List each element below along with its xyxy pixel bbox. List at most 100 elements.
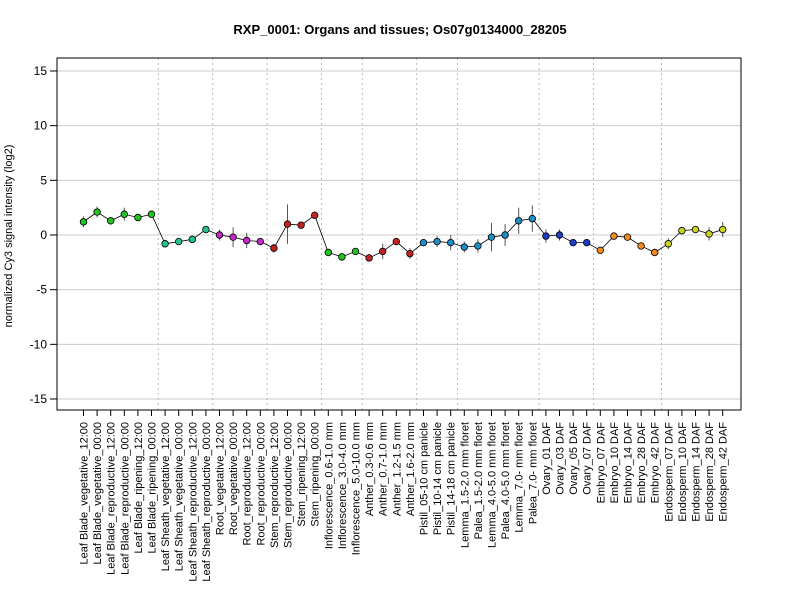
data-point: [637, 242, 645, 250]
x-tick-label: Root_vegetative_00:00: [228, 422, 240, 535]
x-tick-label: Ovary_01 DAF: [541, 422, 553, 495]
x-tick-label: Pistil_14-18 cm panicle: [446, 422, 458, 535]
x-axis: Leaf Blade_vegetative_12:00 Leaf Blade_ve…: [79, 410, 730, 582]
data-point: [351, 247, 360, 256]
x-tick-label: Leaf Blade_ripening_12:00: [133, 422, 145, 554]
x-tick-label: Leaf Sheath_vegetative_12:00: [160, 422, 172, 571]
data-point: [406, 249, 414, 258]
x-tick-label: Leaf Sheath_reproductive_00:00: [201, 422, 213, 582]
data-point: [202, 225, 210, 234]
x-tick-label: Embryo_14 DAF: [623, 422, 635, 504]
data-point: [623, 233, 632, 241]
y-tick-label: -5: [36, 283, 47, 297]
x-tick-label: Anther_1.6-2.0 mm: [405, 422, 417, 516]
x-tick-label: Root_reproductive_12:00: [242, 422, 254, 546]
x-tick-label: Lemma_7.0- mm floret: [514, 422, 526, 533]
x-tick-label: Anther_1.2-1.5 mm: [391, 422, 403, 516]
x-tick-label: Pistil_05-10 cm panicle: [419, 422, 431, 535]
x-tick-label: Ovary_07 DAF: [582, 422, 594, 495]
x-tick-label: Pistil_10-14 cm panicle: [432, 422, 444, 535]
x-tick-label: Endosperm_42 DAF: [718, 422, 730, 522]
x-tick-label: Leaf Sheath_vegetative_00:00: [174, 422, 186, 571]
data-point: [379, 247, 387, 256]
y-tick-label: -10: [30, 337, 48, 351]
data-point: [542, 232, 550, 240]
data-point: [242, 236, 251, 245]
x-tick-label: Inflorescence_3.0-4.0 mm: [337, 422, 349, 549]
data-point: [678, 226, 686, 235]
data-point: [664, 240, 672, 248]
data-point: [93, 208, 101, 216]
x-tick-label: Stem_reproductive_12:00: [269, 422, 281, 548]
data-point: [719, 225, 727, 234]
x-tick-label: Endosperm_07 DAF: [663, 422, 675, 522]
data-point: [161, 240, 169, 248]
x-tick-label: Stem_reproductive_00:00: [283, 422, 295, 548]
data-point: [215, 231, 224, 239]
x-tick-label: Leaf Blade_reproductive_00:00: [119, 422, 131, 575]
y-axis-label: normalized Cy3 signal intensity (log2): [3, 145, 15, 328]
data-point: [174, 237, 183, 246]
x-tick-label: Leaf Sheath_reproductive_12:00: [187, 422, 199, 582]
data-point: [338, 253, 346, 261]
x-tick-label: Ovary_05 DAF: [568, 422, 580, 495]
data-point: [501, 231, 509, 239]
chart-title: RXP_0001: Organs and tissues; Os07g01340…: [233, 22, 566, 37]
x-tick-label: Lemma_4.0-5.0 mm floret: [487, 422, 499, 548]
data-series: [79, 204, 727, 262]
data-point: [392, 237, 400, 246]
data-point: [419, 238, 428, 247]
x-tick-label: Embryo_28 DAF: [636, 422, 648, 504]
y-tick-label: 10: [34, 119, 48, 133]
data-point: [365, 254, 373, 262]
data-point: [515, 217, 523, 225]
x-tick-label: Stem_ripening_12:00: [296, 422, 308, 527]
data-point: [528, 214, 536, 223]
data-point: [134, 213, 142, 222]
data-point: [324, 248, 332, 257]
x-tick-label: Lemma_1.5-2.0 mm floret: [459, 422, 471, 548]
x-tick-label: Ovary_03 DAF: [555, 422, 567, 495]
grid: [57, 70, 741, 400]
plot-frame: [56, 57, 742, 411]
data-point: [229, 233, 237, 241]
x-tick-label: Embryo_07 DAF: [595, 422, 607, 504]
data-point: [120, 210, 128, 218]
data-point: [311, 211, 319, 220]
x-tick-label: Anther_0.7-1.0 mm: [378, 422, 390, 516]
data-point: [256, 237, 264, 246]
y-tick-label: 5: [40, 173, 47, 187]
data-point: [297, 221, 305, 229]
data-point: [447, 238, 455, 247]
y-tick-label: 15: [34, 64, 48, 78]
x-tick-label: Palea_1.5-2.0 mm floret: [473, 422, 485, 539]
x-tick-label: Leaf Blade_ripening_00:00: [147, 422, 159, 554]
x-tick-label: Leaf Blade_vegetative_00:00: [92, 422, 104, 565]
data-point: [79, 218, 88, 226]
data-point: [460, 243, 468, 251]
x-tick-label: Anther_0.3-0.6 mm: [364, 422, 376, 516]
data-point: [583, 238, 591, 247]
data-point: [188, 235, 196, 244]
x-tick-label: Inflorescence_0.6-1.0 mm: [323, 422, 335, 549]
y-tick-label: 0: [40, 228, 47, 242]
x-tick-label: Inflorescence_5.0-10.0 mm: [351, 422, 363, 555]
y-axis: -15 -10 -5 0 5 10 15: [30, 64, 57, 406]
x-tick-label: Endosperm_14 DAF: [691, 422, 703, 522]
data-point: [596, 246, 604, 255]
data-point: [651, 248, 659, 257]
data-point: [283, 220, 292, 228]
data-point: [487, 233, 496, 241]
data-point: [106, 217, 115, 225]
data-point: [610, 232, 618, 240]
data-point: [569, 238, 577, 247]
data-point: [270, 244, 278, 252]
x-tick-label: Endosperm_28 DAF: [704, 422, 716, 522]
x-tick-label: Root_reproductive_00:00: [255, 422, 267, 546]
x-tick-label: Leaf Blade_vegetative_12:00: [79, 422, 91, 565]
x-tick-label: Root_vegetative_12:00: [215, 422, 227, 535]
data-point: [555, 231, 564, 239]
x-tick-label: Endosperm_10 DAF: [677, 422, 689, 522]
data-point: [433, 237, 441, 246]
